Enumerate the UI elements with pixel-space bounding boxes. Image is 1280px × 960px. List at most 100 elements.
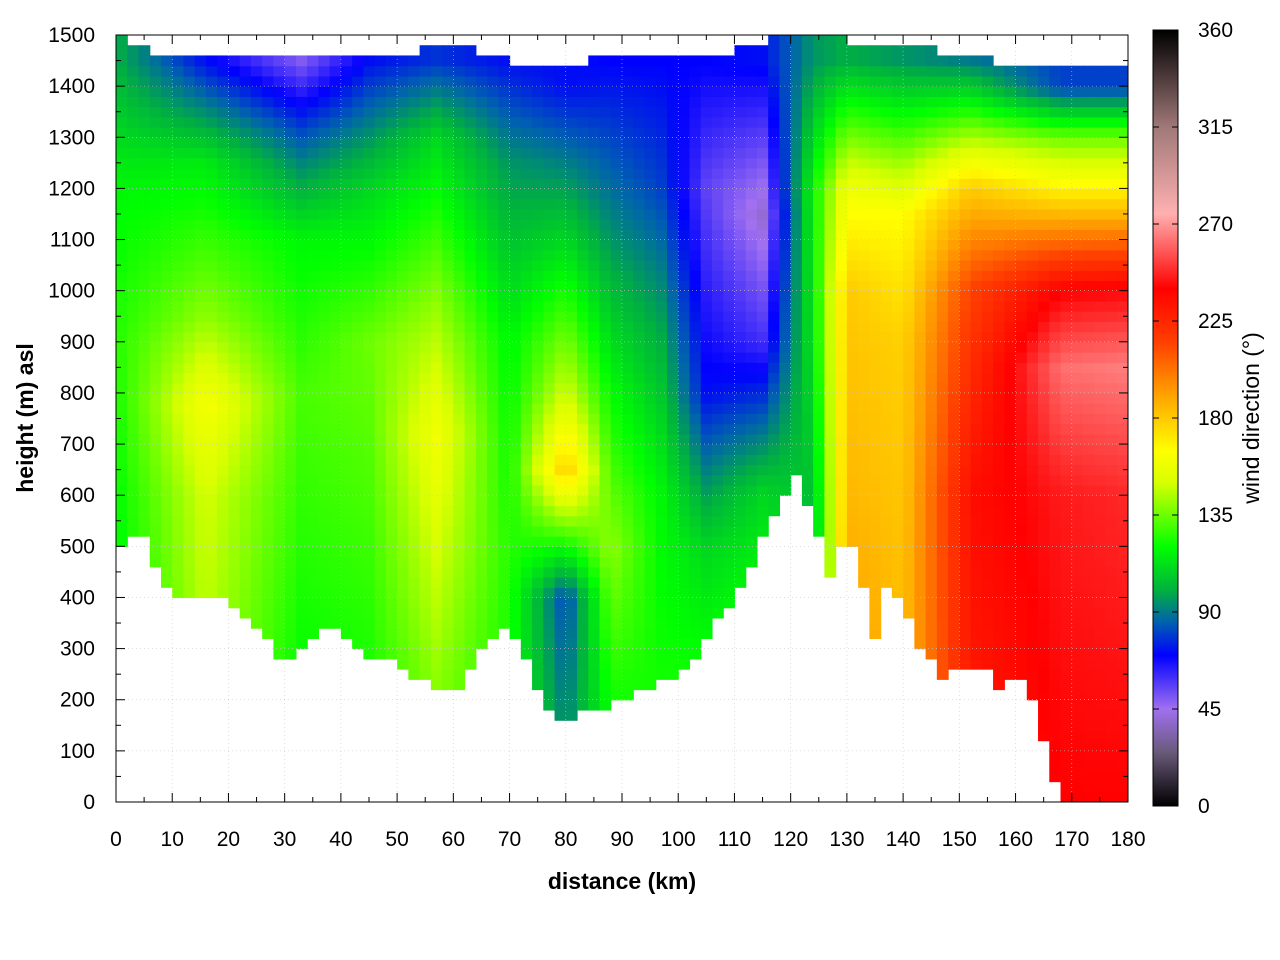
heatmap-cell (914, 229, 927, 241)
heatmap-cell (1049, 137, 1062, 149)
heatmap-cell (318, 587, 331, 599)
heatmap-cell (543, 699, 556, 711)
heatmap-cell (610, 362, 623, 374)
heatmap-cell (475, 249, 488, 261)
heatmap-cell (284, 75, 297, 87)
heatmap-cell (262, 546, 275, 558)
heatmap-cell (981, 331, 994, 343)
heatmap-cell (262, 106, 275, 118)
heatmap-cell (779, 259, 792, 271)
heatmap-cell (1083, 546, 1095, 558)
heatmap-cell (588, 55, 601, 67)
heatmap-cell (1071, 536, 1084, 547)
heatmap-cell (284, 556, 297, 568)
heatmap-cell (1049, 628, 1062, 639)
heatmap-cell (633, 86, 646, 97)
heatmap-cell (374, 577, 387, 588)
heatmap-cell (307, 484, 319, 496)
heatmap-cell (138, 311, 151, 322)
heatmap-cell (981, 341, 994, 353)
heatmap-cell (948, 167, 960, 179)
heatmap-cell (666, 198, 679, 210)
heatmap-cell (284, 648, 297, 660)
heatmap-cell (959, 362, 972, 374)
heatmap-cell (295, 474, 308, 486)
heatmap-cell (554, 628, 567, 639)
heatmap-cell (307, 96, 319, 108)
heatmap-cell (790, 403, 803, 414)
heatmap-cell (846, 45, 859, 57)
heatmap-cell (116, 55, 128, 67)
heatmap-cell (453, 546, 466, 558)
heatmap-cell (329, 290, 342, 302)
heatmap-cell (981, 300, 994, 312)
heatmap-cell (925, 65, 938, 77)
heatmap-cell (228, 229, 241, 241)
heatmap-cell (666, 137, 679, 149)
heatmap-cell (925, 280, 938, 292)
heatmap-cell (565, 147, 578, 159)
heatmap-cell (756, 106, 769, 118)
heatmap-cell (1071, 638, 1084, 650)
heatmap-cell (588, 270, 601, 282)
heatmap-cell (374, 495, 387, 507)
heatmap-cell (498, 382, 511, 394)
heatmap-cell (138, 331, 151, 343)
heatmap-cell (813, 137, 825, 149)
heatmap-cell (734, 229, 747, 241)
heatmap-cell (397, 198, 409, 210)
heatmap-cell (475, 341, 488, 353)
heatmap-cell (1015, 587, 1028, 599)
heatmap-cell (509, 515, 522, 527)
heatmap-cell (565, 628, 578, 639)
heatmap-cell (1071, 372, 1084, 384)
heatmap-cell (599, 536, 612, 547)
heatmap-cell (813, 403, 825, 414)
heatmap-cell (959, 484, 972, 496)
heatmap-cell (329, 331, 342, 343)
heatmap-cell (577, 689, 589, 701)
heatmap-cell (262, 597, 275, 609)
heatmap-cell (846, 413, 859, 425)
heatmap-cell (903, 392, 915, 404)
heatmap-cell (273, 515, 286, 527)
heatmap-cell (925, 229, 938, 241)
heatmap-cell (363, 546, 376, 558)
heatmap-cell (880, 280, 893, 292)
heatmap-cell (1049, 96, 1062, 108)
heatmap-cell (711, 464, 724, 476)
heatmap-cell (756, 392, 769, 404)
heatmap-cell (430, 444, 443, 455)
heatmap-cell (183, 219, 196, 230)
heatmap-cell (925, 249, 938, 261)
heatmap-cell (520, 474, 533, 486)
heatmap-cell (936, 423, 949, 435)
heatmap-cell (520, 587, 533, 599)
heatmap-cell (363, 229, 376, 241)
heatmap-cell (352, 219, 364, 230)
heatmap-cell (610, 86, 623, 97)
heatmap-cell (565, 587, 578, 599)
heatmap-cell (936, 321, 949, 333)
heatmap-cell (509, 525, 522, 537)
heatmap-cell (352, 638, 364, 650)
heatmap-cell (329, 116, 342, 128)
heatmap-cell (295, 178, 308, 189)
heatmap-cell (250, 137, 263, 149)
heatmap-cell (1071, 239, 1084, 251)
heatmap-cell (936, 577, 949, 588)
heatmap-cell (790, 239, 803, 251)
heatmap-cell (700, 178, 713, 189)
heatmap-cell (678, 413, 691, 425)
heatmap-cell (295, 556, 308, 568)
heatmap-cell (1060, 86, 1073, 97)
heatmap-cell (1060, 484, 1073, 496)
heatmap-cell (869, 413, 882, 425)
heatmap-cell (160, 259, 173, 271)
heatmap-cell (127, 464, 140, 476)
heatmap-cell (756, 270, 769, 282)
heatmap-cell (318, 444, 331, 455)
heatmap-cell (723, 413, 736, 425)
heatmap-cell (408, 413, 421, 425)
heatmap-cell (487, 259, 499, 271)
